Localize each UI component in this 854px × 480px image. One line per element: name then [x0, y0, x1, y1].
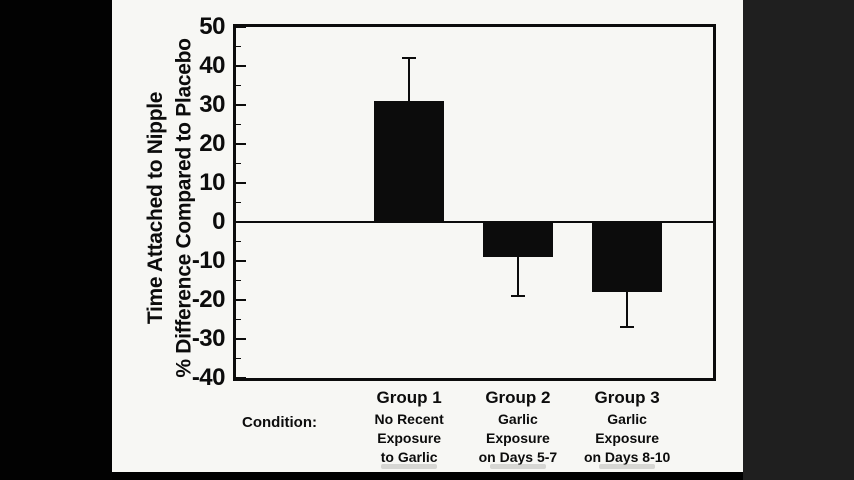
condition-text-group-1: No Recent Exposure to Garlic [374, 411, 444, 465]
condition-text-group-2: Garlic Exposure on Days 5-7 [478, 411, 558, 465]
x-label-group-1: Group 1 [376, 388, 442, 407]
y-minor-tick [236, 123, 241, 126]
error-bar-cap-group-1 [402, 57, 417, 60]
y-major-tick [236, 298, 246, 302]
y-major-tick [236, 376, 246, 380]
y-tick-label: -20 [191, 286, 226, 313]
zero-axis-line [236, 221, 713, 223]
y-major-tick [236, 259, 246, 263]
error-bar-line-group-3 [626, 292, 629, 328]
y-major-tick [236, 220, 246, 224]
y-tick-label: 40 [199, 52, 225, 79]
y-major-tick [236, 337, 246, 341]
y-major-tick [236, 142, 246, 146]
error-bar-cap-group-3 [620, 326, 635, 329]
x-label-group-2: Group 2 [485, 388, 551, 407]
y-tick-label: -40 [191, 364, 226, 391]
y-major-tick [236, 181, 246, 185]
y-tick-label: 50 [199, 13, 225, 40]
error-bar-cap-group-2 [510, 295, 525, 298]
y-tick-label: 10 [199, 169, 225, 196]
error-bar-line-group-1 [408, 58, 411, 102]
y-minor-tick [236, 84, 241, 87]
figure-panel: Time Attached to Nipple % Difference Com… [112, 0, 743, 472]
y-minor-tick [236, 318, 241, 321]
y-minor-tick [236, 357, 241, 360]
y-minor-tick [236, 240, 241, 243]
scan-smudge [489, 464, 546, 469]
y-tick-label: 20 [199, 130, 225, 157]
y-major-tick [236, 25, 246, 29]
plot-area [233, 24, 716, 381]
y-minor-tick [236, 201, 241, 204]
y-major-tick [236, 64, 246, 68]
scan-smudge [599, 464, 656, 469]
y-tick-label: -30 [191, 325, 226, 352]
y-tick-label: 30 [199, 91, 225, 118]
error-bar-line-group-2 [516, 257, 519, 297]
y-major-tick [236, 103, 246, 107]
y-minor-tick [236, 279, 241, 282]
y-tick-label: 0 [212, 208, 225, 235]
y-minor-tick [236, 45, 241, 48]
bar-group-1 [374, 101, 445, 222]
scan-smudge [381, 464, 438, 469]
y-axis-title-line1: Time Attached to Nipple [144, 91, 168, 324]
letterbox-right [743, 0, 854, 480]
letterbox-left [0, 0, 112, 480]
y-tick-label: -10 [191, 247, 226, 274]
y-minor-tick [236, 162, 241, 165]
bar-group-2 [482, 222, 553, 258]
condition-row-label: Condition: [242, 414, 317, 431]
x-label-group-3: Group 3 [594, 388, 660, 407]
condition-text-group-3: Garlic Exposure on Days 8-10 [583, 411, 671, 465]
bar-group-3 [592, 222, 663, 293]
